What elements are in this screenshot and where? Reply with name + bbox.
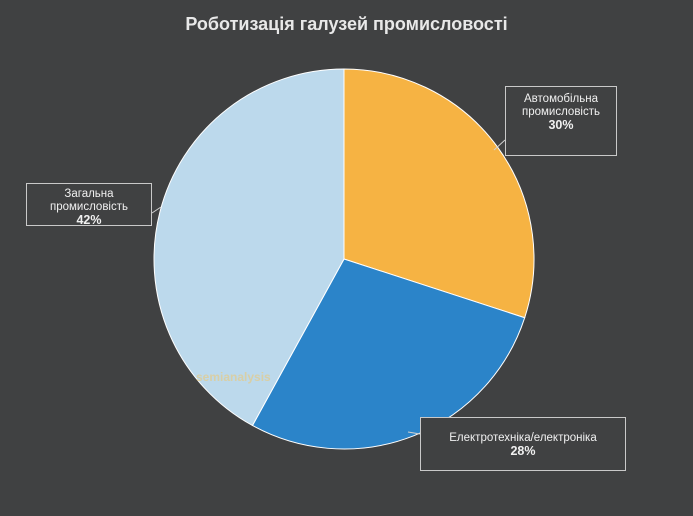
pie-slice bbox=[343, 68, 535, 319]
pie-slice bbox=[251, 258, 526, 450]
leader-line bbox=[407, 431, 421, 435]
slice-label: Електротехніка/електроніка bbox=[449, 432, 597, 444]
value-label: 30% bbox=[548, 118, 574, 132]
slice-label: Загальна промисловість bbox=[49, 188, 128, 213]
pie-slice bbox=[153, 68, 345, 427]
label-box: Електротехніка/електроніка 28% bbox=[420, 417, 626, 471]
chart-title: Роботизація галузей промисловості bbox=[185, 14, 508, 34]
slice-label: Автомобільна промисловість bbox=[521, 93, 600, 118]
watermark: semianalysis bbox=[196, 370, 271, 384]
label-box: Автомобільна промисловість 30% bbox=[505, 86, 617, 156]
label-box: Загальна промисловість 42% bbox=[26, 183, 152, 227]
leader-line bbox=[151, 206, 162, 214]
value-label: 28% bbox=[510, 444, 536, 458]
leader-line bbox=[493, 139, 506, 151]
value-label: 42% bbox=[76, 213, 102, 227]
